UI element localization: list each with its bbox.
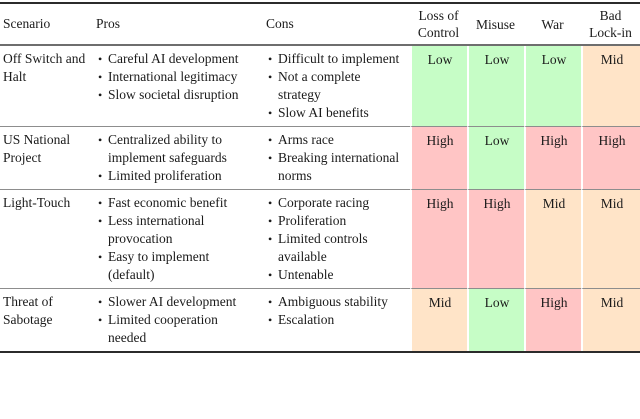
rating-cell: Mid	[410, 288, 467, 351]
pros-cell: Fast economic benefitLess international …	[88, 189, 258, 288]
column-header-war: War	[524, 4, 581, 46]
rating-cell: Low	[467, 288, 524, 351]
pros-item: Less international provocation	[96, 212, 254, 248]
cons-item: Escalation	[266, 311, 406, 329]
cons-item: Proliferation	[266, 212, 406, 230]
table-row: Light-Touch Fast economic benefitLess in…	[0, 189, 640, 288]
cons-item: Limited controls available	[266, 230, 406, 266]
pros-list: Slower AI developmentLimited cooperation…	[96, 293, 254, 347]
rating-cell: High	[581, 126, 640, 189]
table-row: Threat of Sabotage Slower AI development…	[0, 288, 640, 351]
cons-item: Difficult to implement	[266, 50, 406, 68]
rating-cell: Low	[467, 46, 524, 126]
rating-cell: Mid	[524, 189, 581, 288]
column-header-scenario: Scenario	[0, 4, 88, 46]
pros-item: Easy to implement (default)	[96, 248, 254, 284]
pros-list: Careful AI developmentInternational legi…	[96, 50, 254, 104]
rating-cell: High	[524, 288, 581, 351]
pros-list: Fast economic benefitLess international …	[96, 194, 254, 284]
cons-cell: Arms raceBreaking international norms	[258, 126, 410, 189]
rating-cell: Low	[524, 46, 581, 126]
rating-cell: Low	[410, 46, 467, 126]
rating-cell: High	[410, 126, 467, 189]
rating-cell: Low	[467, 126, 524, 189]
column-header-pros: Pros	[88, 4, 258, 46]
cons-item: Ambiguous stability	[266, 293, 406, 311]
rating-cell: Mid	[581, 288, 640, 351]
pros-item: Slow societal disruption	[96, 86, 254, 104]
scenario-cell: Light-Touch	[0, 189, 88, 288]
cons-item: Untenable	[266, 266, 406, 284]
column-header-bad-lock-in: Bad Lock-in	[581, 4, 640, 46]
rating-cell: Mid	[581, 46, 640, 126]
pros-cell: Careful AI developmentInternational legi…	[88, 46, 258, 126]
column-header-misuse: Misuse	[467, 4, 524, 46]
rating-cell: High	[524, 126, 581, 189]
pros-item: International legitimacy	[96, 68, 254, 86]
table-body: Off Switch and Halt Careful AI developme…	[0, 46, 640, 351]
rating-cell: High	[410, 189, 467, 288]
pros-item: Centralized ability to implement safegua…	[96, 131, 254, 167]
cons-item: Corporate racing	[266, 194, 406, 212]
pros-item: Careful AI development	[96, 50, 254, 68]
cons-cell: Ambiguous stabilityEscalation	[258, 288, 410, 351]
cons-item: Slow AI benefits	[266, 104, 406, 122]
table-row: Off Switch and Halt Careful AI developme…	[0, 46, 640, 126]
column-header-loss-of-control: Loss of Control	[410, 4, 467, 46]
table-header: Scenario Pros Cons Loss of Control Misus…	[0, 4, 640, 46]
column-header-cons: Cons	[258, 4, 410, 46]
cons-list: Difficult to implementNot a complete str…	[266, 50, 406, 122]
pros-cell: Centralized ability to implement safegua…	[88, 126, 258, 189]
rating-cell: Mid	[581, 189, 640, 288]
scenario-comparison-table: Scenario Pros Cons Loss of Control Misus…	[0, 2, 640, 353]
scenario-cell: US National Project	[0, 126, 88, 189]
cons-list: Corporate racingProliferationLimited con…	[266, 194, 406, 284]
pros-item: Fast economic benefit	[96, 194, 254, 212]
cons-cell: Corporate racingProliferationLimited con…	[258, 189, 410, 288]
cons-list: Ambiguous stabilityEscalation	[266, 293, 406, 329]
cons-item: Arms race	[266, 131, 406, 149]
pros-item: Limited cooperation needed	[96, 311, 254, 347]
pros-cell: Slower AI developmentLimited cooperation…	[88, 288, 258, 351]
cons-list: Arms raceBreaking international norms	[266, 131, 406, 185]
scenario-cell: Threat of Sabotage	[0, 288, 88, 351]
pros-item: Slower AI development	[96, 293, 254, 311]
header-row: Scenario Pros Cons Loss of Control Misus…	[0, 4, 640, 46]
rating-cell: High	[467, 189, 524, 288]
cons-item: Not a complete strategy	[266, 68, 406, 104]
scenario-cell: Off Switch and Halt	[3, 51, 86, 84]
cons-item: Breaking international norms	[266, 149, 406, 185]
cons-cell: Difficult to implementNot a complete str…	[258, 46, 410, 126]
table-row: US National Project Centralized ability …	[0, 126, 640, 189]
pros-list: Centralized ability to implement safegua…	[96, 131, 254, 185]
pros-item: Limited proliferation	[96, 167, 254, 185]
